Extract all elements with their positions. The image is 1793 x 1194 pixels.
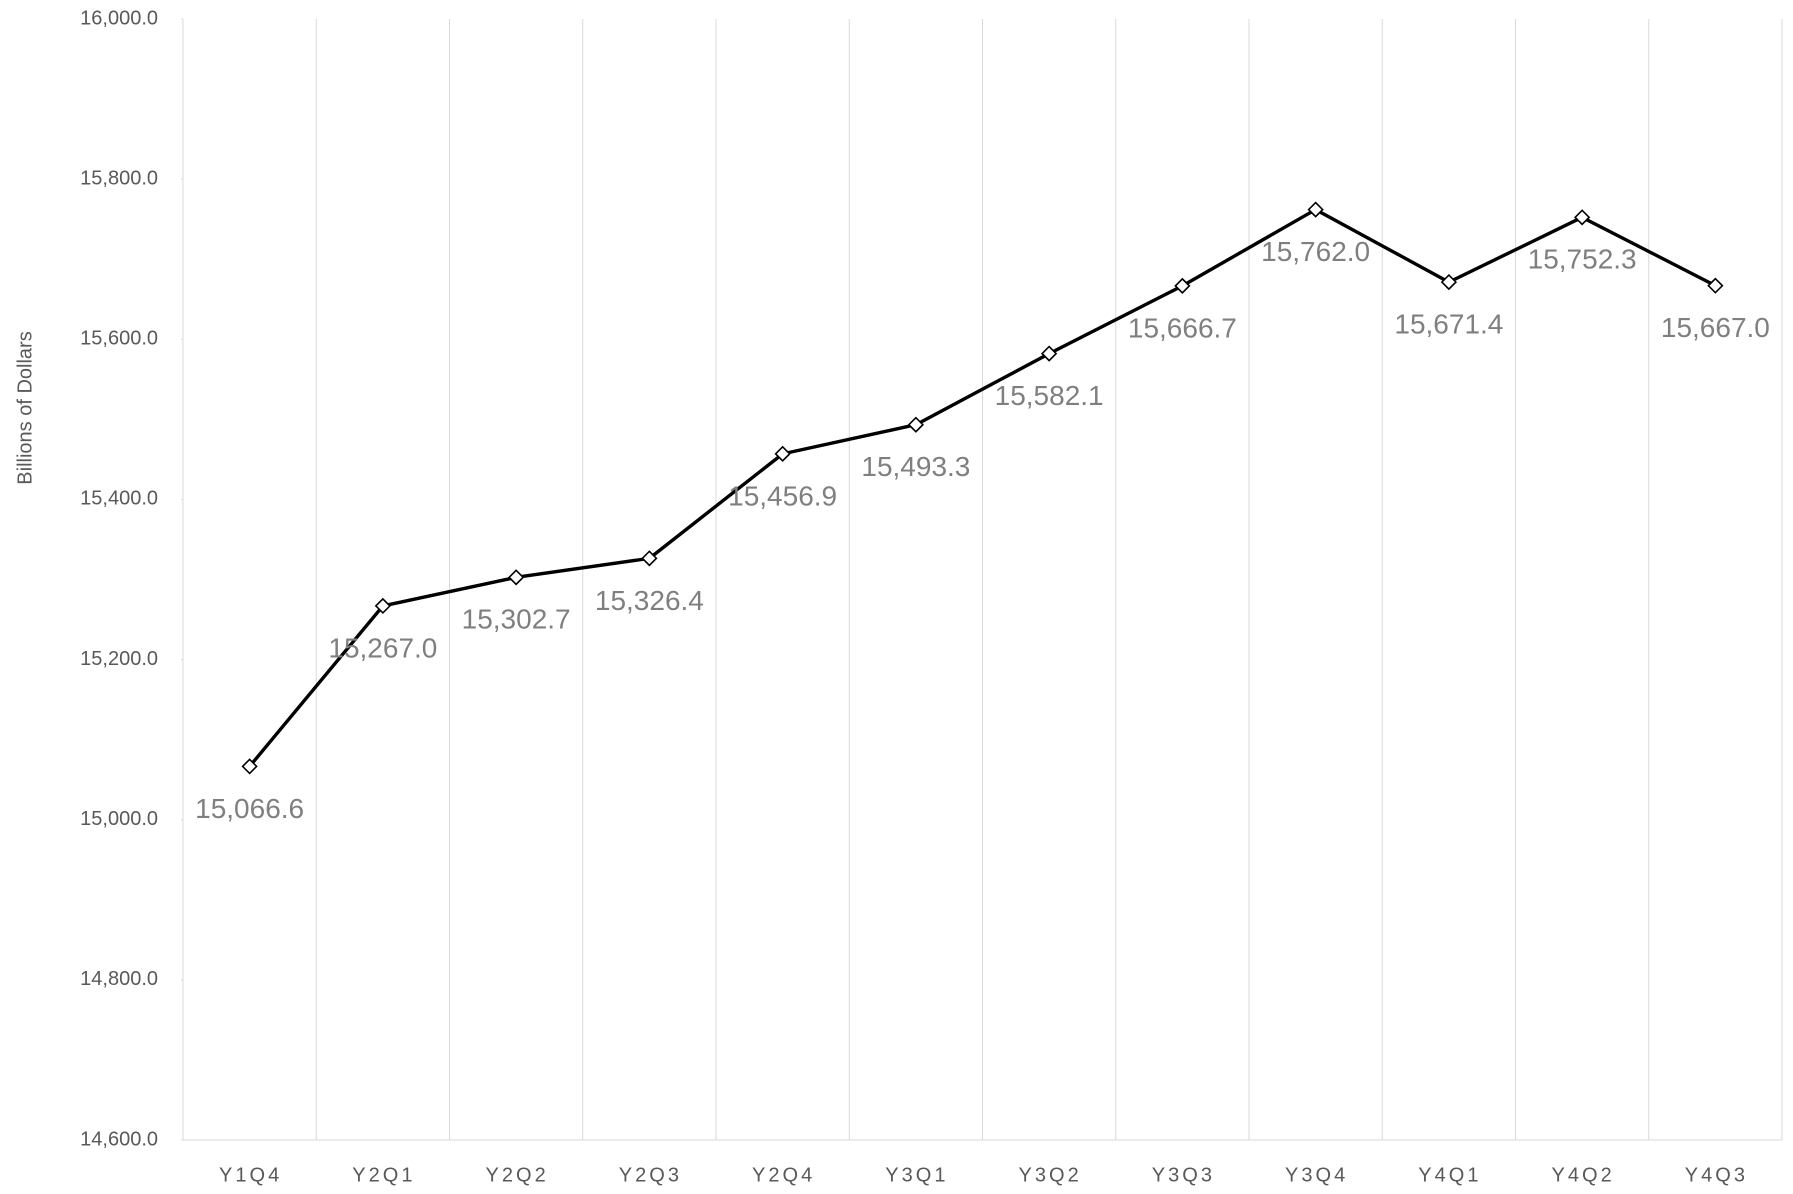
marker: [374, 597, 392, 615]
x-tick-label: Y4Q2: [1552, 1164, 1615, 1186]
marker: [1707, 277, 1724, 294]
marker: [1040, 345, 1058, 362]
y-tick-label: 15,000.0: [80, 808, 158, 830]
marker: [1307, 201, 1324, 218]
data-label: 15,667.0: [1661, 312, 1770, 343]
x-tick-label: Y2Q2: [486, 1164, 549, 1186]
x-tick-label: Y4Q1: [1418, 1164, 1481, 1186]
data-label: 15,493.3: [861, 451, 970, 482]
x-tick-label: Y3Q1: [885, 1164, 948, 1186]
marker: [241, 758, 258, 775]
x-tick-label: Y3Q4: [1285, 1164, 1348, 1186]
y-tick-label: 15,400.0: [80, 488, 158, 510]
marker: [774, 445, 791, 462]
data-label: 15,762.0: [1261, 236, 1370, 267]
marker: [641, 550, 658, 567]
marker: [1440, 273, 1458, 291]
data-label: 15,066.6: [195, 793, 304, 824]
marker: [1174, 277, 1191, 295]
data-label: 15,671.4: [1394, 309, 1503, 340]
line: [248, 207, 1717, 768]
data-label: 15,326.4: [595, 585, 704, 616]
y-tick-label: 14,800.0: [80, 968, 158, 990]
data-label: 15,456.9: [728, 480, 837, 511]
data-label: 15,302.7: [462, 604, 571, 635]
marker: [507, 569, 525, 586]
x-tick-label: Y2Q3: [619, 1164, 682, 1186]
data-label: 15,752.3: [1528, 244, 1637, 275]
y-tick-label: 14,600.0: [80, 1128, 158, 1150]
y-tick-label: 15,200.0: [80, 648, 158, 670]
data-label: 15,267.0: [328, 632, 437, 663]
x-tick-label: Y2Q1: [352, 1164, 415, 1186]
x-tick-label: Y4Q3: [1685, 1164, 1748, 1186]
y-tick-label: 15,800.0: [80, 167, 158, 189]
x-tick-label: Y3Q2: [1019, 1164, 1082, 1186]
marker: [1573, 209, 1591, 226]
x-tick-label: Y2Q4: [752, 1164, 815, 1186]
data-label: 15,582.1: [995, 380, 1104, 411]
y-tick-label: 16,000.0: [80, 7, 158, 29]
y-axis-title: Billions of Dollars: [14, 331, 36, 484]
data-label: 15,666.7: [1128, 312, 1237, 343]
x-tick-label: Y1Q4: [219, 1164, 282, 1186]
marker: [907, 416, 925, 433]
y-tick-label: 15,600.0: [80, 328, 158, 350]
x-tick-label: Y3Q3: [1152, 1164, 1215, 1186]
